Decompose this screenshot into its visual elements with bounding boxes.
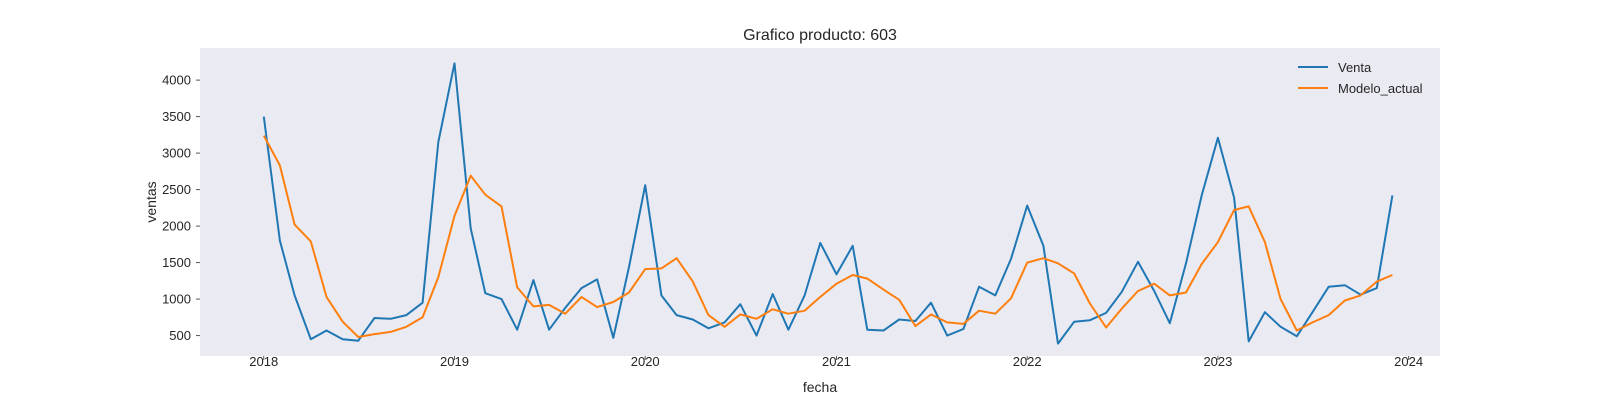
x-tick-label: 2019 (440, 354, 469, 369)
y-tick-label: 500 (169, 328, 191, 343)
y-tick-label: 1000 (162, 292, 191, 307)
series-line-venta (262, 62, 1394, 345)
series-line-modelo-actual (262, 135, 1393, 338)
series-layer (262, 62, 1394, 345)
y-tick-layer: 500 1000 1500 2000 2500 3000 3500 4000 (162, 73, 200, 343)
y-axis-title: ventas (143, 181, 159, 222)
x-tick-label: 2020 (631, 354, 660, 369)
y-tick-label: 3500 (162, 109, 191, 124)
x-axis-title: fecha (803, 379, 837, 395)
legend-label-modelo-actual: Modelo_actual (1338, 81, 1423, 96)
y-tick-label: 2500 (162, 182, 191, 197)
y-tick-label: 4000 (162, 73, 191, 88)
y-tick-label: 3000 (162, 146, 191, 161)
legend: Venta Modelo_actual (1298, 60, 1423, 96)
y-tick-label: 2000 (162, 219, 191, 234)
x-tick-label: 2022 (1013, 354, 1042, 369)
chart-title: Grafico producto: 603 (743, 27, 897, 44)
x-tick-label: 2018 (249, 354, 278, 369)
y-tick-label: 1500 (162, 255, 191, 270)
x-tick-label: 2021 (822, 354, 851, 369)
x-tick-label: 2024 (1394, 354, 1423, 369)
legend-label-venta: Venta (1338, 60, 1372, 75)
x-tick-label: 2023 (1203, 354, 1232, 369)
x-tick-layer: 2018 2019 2020 2021 2022 2023 2024 (249, 354, 1423, 369)
plot-background (200, 48, 1440, 356)
